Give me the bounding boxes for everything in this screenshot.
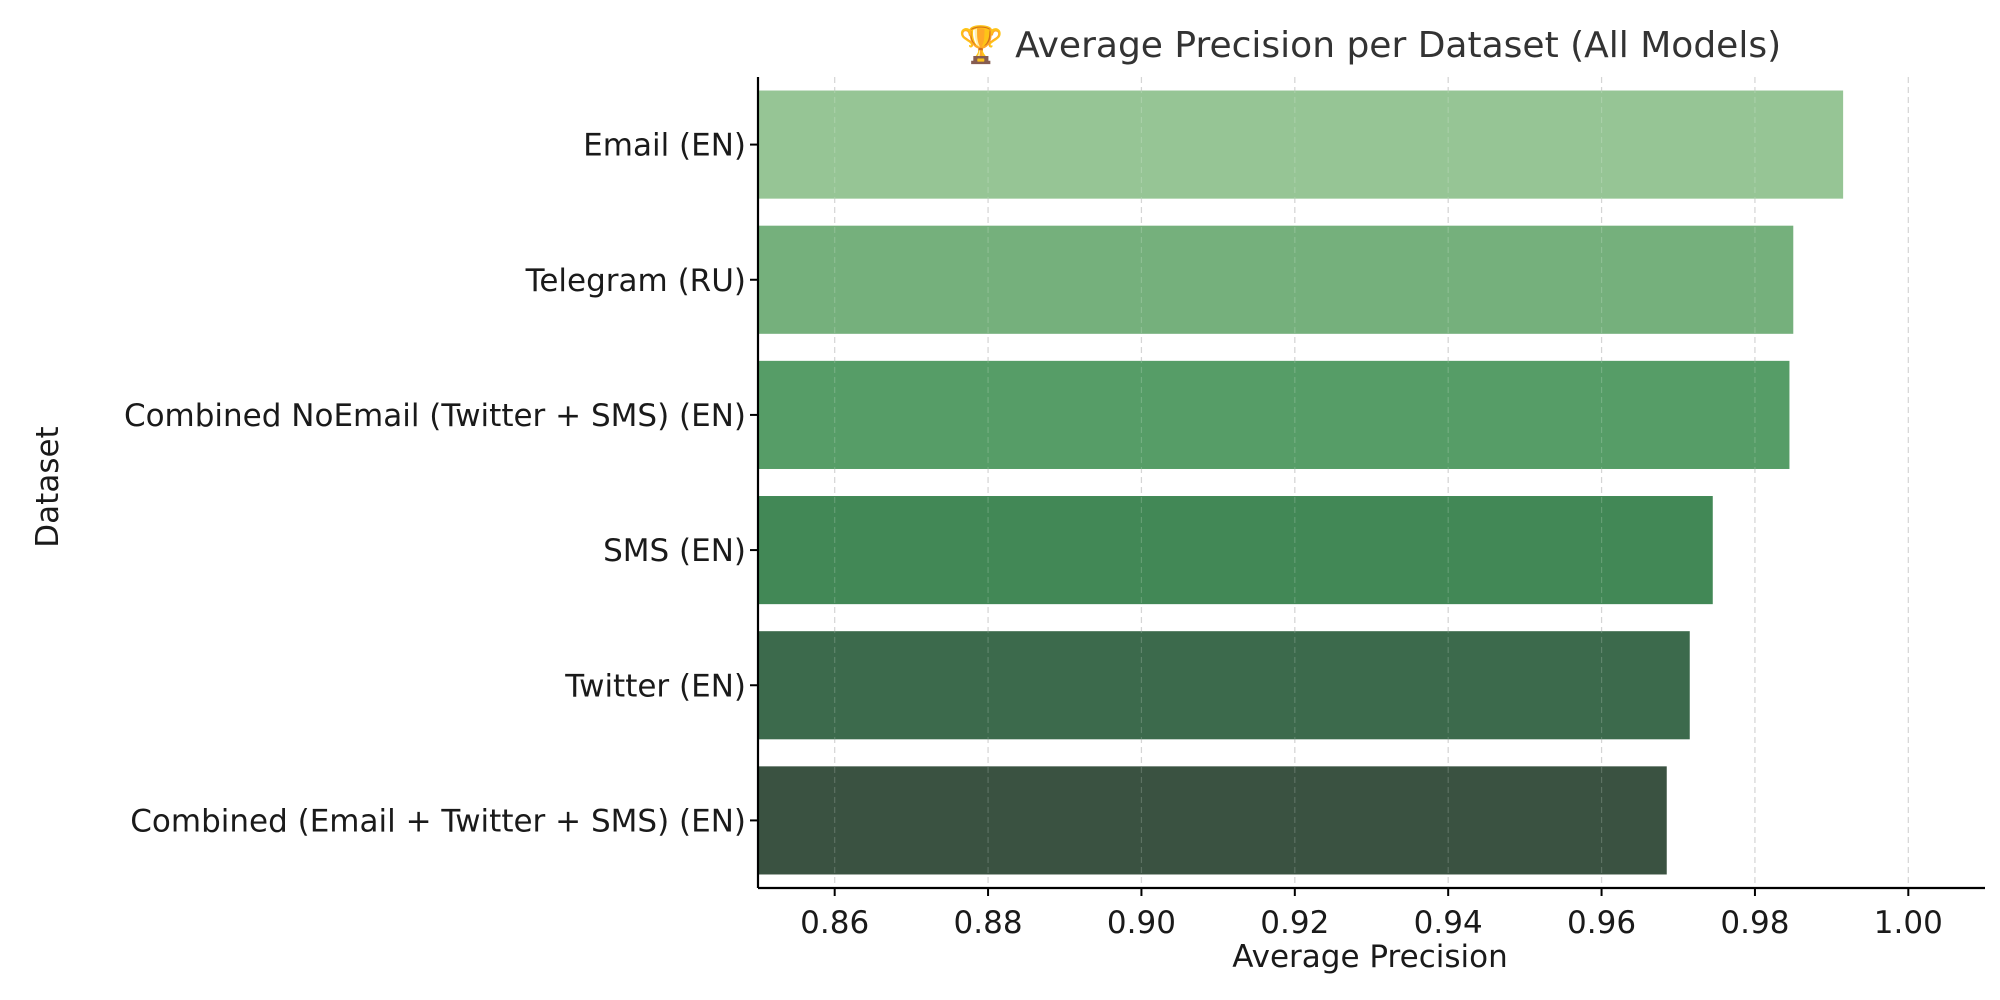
axis-layer: 0.86 0.88 0.90 0.92 0.94 0.96 0.98 1.00 Email (E…: [124, 77, 1985, 941]
bar-layer: [758, 77, 1909, 888]
category-label: Combined NoEmail (Twitter + SMS) (EN): [124, 398, 746, 434]
chart-title: 🏆 Average Precision per Dataset (All Mod…: [959, 24, 1781, 66]
x-tick-label: 0.90: [1107, 905, 1176, 941]
x-tick-label: 0.94: [1414, 905, 1483, 941]
bar: [758, 90, 1844, 199]
category-label: SMS (EN): [603, 533, 746, 569]
bar: [758, 496, 1713, 605]
x-tick-label: 0.88: [954, 905, 1023, 941]
x-axis-label: Average Precision: [1232, 939, 1507, 975]
x-tick-label: 0.92: [1260, 905, 1329, 941]
bar: [758, 631, 1690, 740]
category-label: Email (EN): [583, 128, 746, 164]
bar: [758, 360, 1790, 469]
category-label: Telegram (RU): [525, 263, 746, 299]
grid-layer: [834, 77, 1909, 888]
bar: [758, 766, 1667, 875]
x-tick-label: 0.98: [1720, 905, 1789, 941]
category-label: Twitter (EN): [564, 668, 746, 704]
category-label: Combined (Email + Twitter + SMS) (EN): [130, 803, 746, 839]
y-axis-label: Dataset: [30, 426, 66, 547]
x-tick-label: 0.86: [800, 905, 869, 941]
bar: [758, 225, 1794, 334]
x-tick-label: 1.00: [1874, 905, 1943, 941]
x-tick-label: 0.96: [1567, 905, 1636, 941]
